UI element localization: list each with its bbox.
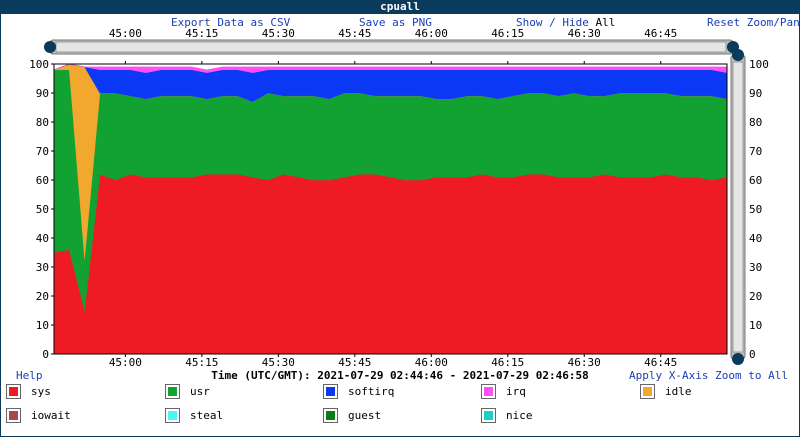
show-hide-all-control: Show / Hide All	[516, 16, 615, 29]
chart-title: cpuall	[0, 0, 800, 14]
x-tick-label-top: 45:00	[109, 27, 142, 40]
save-png-link[interactable]: Save as PNG	[359, 16, 432, 29]
y-scrollbar-bottom-handle[interactable]	[732, 353, 744, 365]
y-tick-label: 60	[36, 174, 49, 187]
y-tick-label: 100	[29, 58, 49, 71]
legend-swatch-fill	[326, 411, 335, 420]
legend-label: usr	[190, 385, 210, 398]
y2-tick-label: 30	[749, 261, 762, 274]
x-tick-label-top: 45:45	[338, 27, 371, 40]
legend-swatch-fill	[484, 387, 493, 396]
legend-swatch[interactable]	[323, 384, 338, 399]
legend-label: steal	[190, 409, 224, 422]
legend-swatch-fill	[9, 411, 18, 420]
legend-label: nice	[506, 409, 533, 422]
y-scrollbar-top-handle[interactable]	[732, 49, 744, 61]
y-tick-label: 30	[36, 261, 49, 274]
show-link[interactable]: Show	[516, 16, 543, 29]
series-area-sys[interactable]	[53, 173, 728, 355]
y2-tick-label: 90	[749, 87, 762, 100]
x-tick-label: 45:00	[109, 356, 142, 369]
y-tick-label: 90	[36, 87, 49, 100]
y2-tick-label: 80	[749, 116, 762, 129]
legend-swatch[interactable]	[6, 384, 21, 399]
legend-swatch[interactable]	[640, 384, 655, 399]
x-tick-label-top: 45:30	[262, 27, 295, 40]
all-label: All	[595, 16, 616, 29]
x-tick-label-top: 46:15	[491, 27, 524, 40]
legend-label: guest	[348, 409, 382, 422]
legend-swatch-fill	[168, 411, 177, 420]
y2-tick-label: 70	[749, 145, 762, 158]
apply-zoom-link[interactable]: Apply X-Axis Zoom to All	[629, 369, 788, 382]
x-tick-label-top: 46:30	[568, 27, 601, 40]
legend-label: irq	[506, 385, 526, 398]
x-tick-label: 45:30	[262, 356, 295, 369]
x-tick-label: 46:30	[568, 356, 601, 369]
x-tick-label: 45:15	[185, 356, 218, 369]
legend-label: idle	[665, 385, 692, 398]
legend-swatch-fill	[168, 387, 177, 396]
y2-tick-label: 10	[749, 319, 762, 332]
hide-link[interactable]: Hide	[562, 16, 589, 29]
x-scrollbar-left-handle[interactable]	[44, 41, 56, 53]
y2-tick-label: 20	[749, 290, 762, 303]
y2-tick-label: 40	[749, 232, 762, 245]
reset-zoom-pan-link[interactable]: Reset Zoom/Pan	[707, 16, 800, 29]
x-tick-label: 45:45	[338, 356, 371, 369]
x-tick-label-top: 46:45	[644, 27, 677, 40]
y-tick-label: 40	[36, 232, 49, 245]
legend-label: iowait	[31, 409, 71, 422]
y-tick-label: 50	[36, 203, 49, 216]
legend-label: sys	[31, 385, 51, 398]
legend-swatch[interactable]	[165, 384, 180, 399]
legend-swatch[interactable]	[481, 384, 496, 399]
x-tick-label-top: 45:15	[185, 27, 218, 40]
legend-swatch-fill	[643, 387, 652, 396]
y2-tick-label: 60	[749, 174, 762, 187]
legend-swatch[interactable]	[6, 408, 21, 423]
y-scrollbar-thumb[interactable]	[732, 61, 744, 353]
show-hide-separator: /	[549, 16, 556, 29]
x-scrollbar-thumb[interactable]	[55, 41, 727, 53]
legend-swatch[interactable]	[481, 408, 496, 423]
y-tick-label: 20	[36, 290, 49, 303]
legend-swatch-fill	[326, 387, 335, 396]
legend-swatch-fill	[9, 387, 18, 396]
x-tick-label-top: 46:00	[415, 27, 448, 40]
legend-label: softirq	[348, 385, 395, 398]
x-axis-label: Time (UTC/GMT): 2021-07-29 02:44:46 - 20…	[211, 369, 589, 382]
y-tick-label: 0	[42, 348, 49, 361]
chart-axes: 0 10 20 30 40 50 60 70 80 90 100 0 10 20 30 40 50 60 70 80 9…	[29, 27, 769, 369]
y2-tick-label: 50	[749, 203, 762, 216]
y-tick-label: 80	[36, 116, 49, 129]
y2-tick-label: 0	[749, 348, 756, 361]
x-tick-label: 46:45	[644, 356, 677, 369]
y-tick-label: 70	[36, 145, 49, 158]
legend-swatch-fill	[484, 411, 493, 420]
y2-tick-label: 100	[749, 58, 769, 71]
legend-swatch[interactable]	[165, 408, 180, 423]
chart-areas	[53, 63, 728, 355]
export-csv-link[interactable]: Export Data as CSV	[171, 16, 291, 29]
x-tick-label: 46:15	[491, 356, 524, 369]
y-tick-label: 10	[36, 319, 49, 332]
help-link[interactable]: Help	[16, 369, 43, 382]
x-tick-label: 46:00	[415, 356, 448, 369]
legend-swatch[interactable]	[323, 408, 338, 423]
